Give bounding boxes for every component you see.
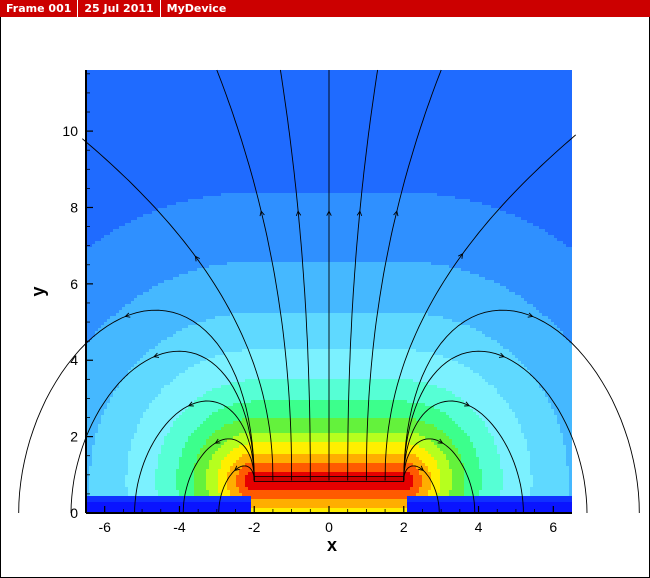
frame-number: Frame 001: [0, 0, 79, 17]
streamline-right-loop-2: [403, 400, 524, 514]
x-tick-label-0: -6: [98, 519, 111, 535]
streamline-left-loop-3: [70, 350, 255, 514]
streamline-fan-5: [365, 69, 442, 481]
streamline-arrow-fan-5: [393, 210, 399, 217]
streamline-arrow-right-4: [527, 312, 534, 318]
streamline-fan-1: [216, 69, 293, 481]
y-axis-title: y: [28, 286, 48, 296]
streamline-arrow-fan-1: [259, 210, 265, 217]
streamline-arrow-left-1: [214, 438, 221, 444]
streamline-arrow-left-4: [124, 312, 131, 318]
frame-title-bar: Frame 001 25 Jul 2011 MyDevice: [0, 0, 650, 17]
x-tick-label-1: -4: [173, 519, 186, 535]
y-tick-label-3: 6: [70, 276, 78, 292]
streamline-right-loop-1: [403, 438, 476, 514]
streamline-arrow-right-3: [498, 352, 505, 358]
streamline-arrow-left-3: [153, 352, 160, 358]
y-tick-label-1: 2: [70, 429, 78, 445]
streamlines: [18, 69, 640, 514]
y-tick-label-4: 8: [70, 199, 78, 215]
streamline-arrow-fan-6: [457, 252, 464, 259]
y-tick-label-5: 10: [62, 123, 78, 139]
y-tick-label-0: 0: [70, 505, 78, 521]
streamline-right-loop-3: [403, 350, 588, 514]
y-tick-label-2: 4: [70, 352, 78, 368]
streamline-fan-4: [347, 69, 379, 481]
frame-date: 25 Jul 2011: [78, 0, 161, 17]
streamline-arrow-fan-2: [295, 210, 302, 217]
streamline-left-loop-0: [218, 465, 255, 514]
x-tick-label-2: -2: [248, 519, 261, 535]
streamline-left-loop-4: [18, 309, 255, 514]
streamline-left-loop-1: [182, 438, 255, 514]
x-tick-label-3: 0: [325, 519, 333, 535]
x-axis-title: x: [327, 535, 337, 555]
streamline-arrow-right-1: [437, 438, 444, 444]
x-tick-label-6: 6: [549, 519, 557, 535]
frame-device: MyDevice: [161, 0, 233, 17]
streamline-fan-0: [82, 138, 274, 481]
streamline-arrow-right-2: [464, 401, 471, 407]
streamline-right-loop-0: [403, 465, 440, 514]
streamline-arrow-left-0: [234, 465, 240, 472]
streamline-arrow-fan-3: [326, 210, 332, 216]
x-tick-label-5: 4: [475, 519, 483, 535]
streamline-arrow-fan-0: [194, 255, 201, 262]
streamline-arrow-left-2: [187, 401, 194, 407]
streamline-left-loop-2: [134, 400, 255, 514]
streamline-right-loop-4: [403, 309, 640, 514]
streamline-arrow-fan-4: [356, 210, 363, 217]
x-tick-label-4: 2: [400, 519, 408, 535]
streamline-arrow-right-0: [418, 465, 424, 472]
streamline-fan-2: [279, 69, 311, 481]
streamline-fan-6: [384, 134, 576, 481]
